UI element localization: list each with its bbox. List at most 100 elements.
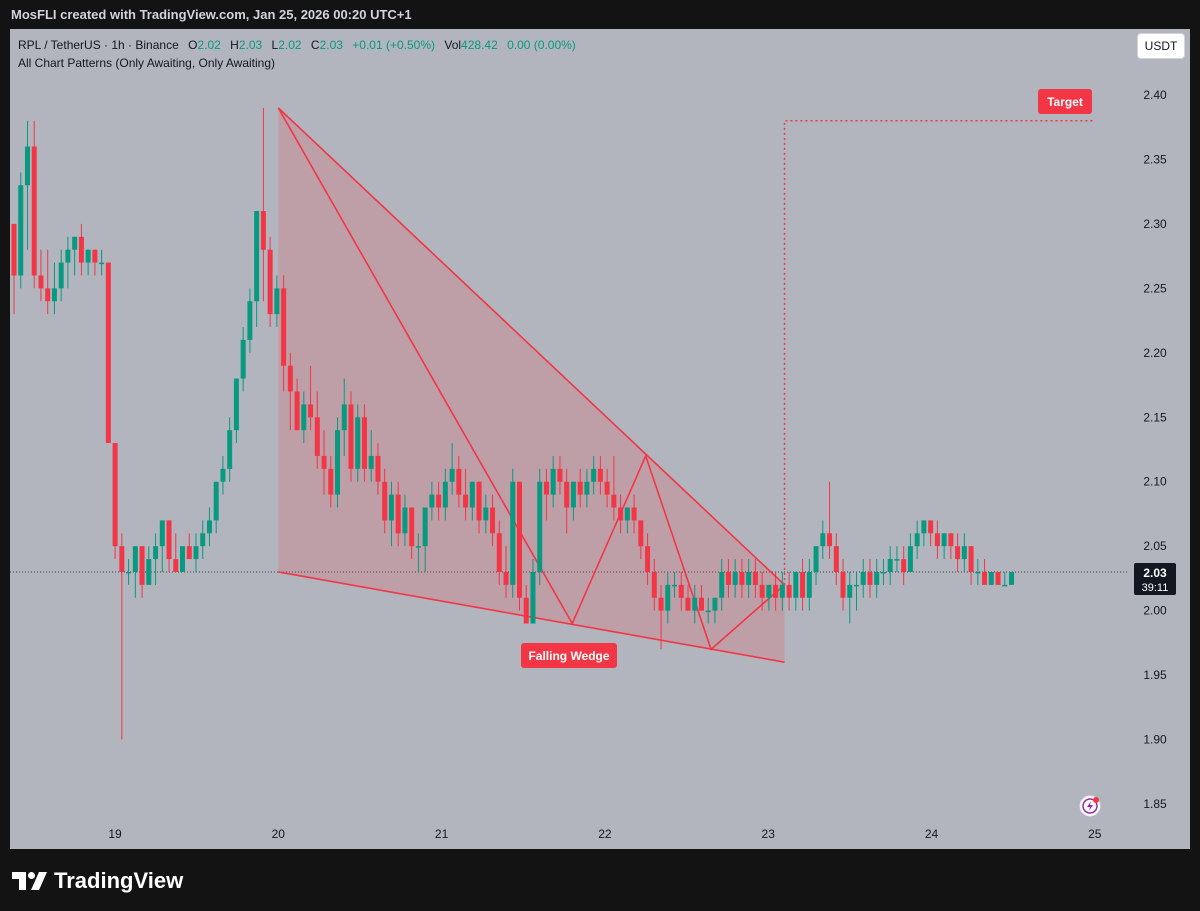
- candle[interactable]: [139, 546, 145, 598]
- candle[interactable]: [355, 404, 361, 482]
- candle[interactable]: [638, 520, 644, 560]
- falling-wedge-label[interactable]: Falling Wedge: [528, 649, 609, 663]
- candle[interactable]: [631, 494, 637, 534]
- candle[interactable]: [564, 468, 570, 534]
- candle[interactable]: [11, 223, 17, 315]
- candle[interactable]: [294, 378, 300, 431]
- candle[interactable]: [24, 120, 30, 250]
- candle[interactable]: [483, 494, 489, 534]
- candle[interactable]: [18, 172, 24, 289]
- candle[interactable]: [395, 481, 401, 547]
- candle[interactable]: [813, 546, 819, 585]
- candle[interactable]: [806, 559, 812, 611]
- candle[interactable]: [328, 455, 334, 508]
- candle[interactable]: [274, 275, 280, 328]
- candle[interactable]: [220, 455, 226, 495]
- candle[interactable]: [301, 391, 307, 444]
- candle[interactable]: [618, 494, 624, 534]
- candle[interactable]: [537, 468, 543, 585]
- candle[interactable]: [914, 520, 920, 560]
- candle[interactable]: [388, 481, 394, 547]
- candle[interactable]: [247, 288, 253, 353]
- candle[interactable]: [335, 417, 341, 508]
- candle[interactable]: [665, 571, 671, 624]
- candle[interactable]: [132, 546, 138, 598]
- candle[interactable]: [543, 468, 549, 521]
- candle[interactable]: [692, 584, 698, 624]
- candle[interactable]: [698, 584, 704, 611]
- candle[interactable]: [517, 481, 522, 611]
- chart-area[interactable]: [10, 29, 1190, 849]
- candle[interactable]: [955, 533, 961, 572]
- candle[interactable]: [766, 584, 772, 611]
- candle[interactable]: [995, 571, 1001, 585]
- candle[interactable]: [51, 262, 57, 315]
- candle[interactable]: [442, 468, 448, 521]
- candle[interactable]: [746, 559, 752, 598]
- candle[interactable]: [348, 391, 354, 482]
- candle[interactable]: [180, 546, 185, 572]
- candle[interactable]: [126, 559, 132, 585]
- candle[interactable]: [847, 571, 853, 624]
- candle[interactable]: [1002, 571, 1008, 587]
- candle[interactable]: [159, 520, 165, 572]
- candle[interactable]: [213, 481, 219, 534]
- candle[interactable]: [530, 559, 536, 624]
- lightning-alert-icon[interactable]: [1079, 795, 1101, 817]
- candle[interactable]: [38, 249, 44, 302]
- candle[interactable]: [880, 559, 886, 585]
- candle[interactable]: [227, 417, 233, 482]
- candle[interactable]: [719, 559, 725, 611]
- candle[interactable]: [281, 275, 287, 392]
- tradingview-logo[interactable]: TradingView: [12, 868, 183, 894]
- candle[interactable]: [732, 559, 738, 598]
- candle[interactable]: [678, 571, 684, 611]
- candle[interactable]: [901, 546, 907, 585]
- candle[interactable]: [260, 107, 266, 302]
- candle[interactable]: [833, 533, 839, 585]
- candle[interactable]: [267, 236, 273, 328]
- candle[interactable]: [597, 455, 603, 495]
- candle[interactable]: [382, 468, 388, 534]
- candle[interactable]: [523, 584, 529, 624]
- candle[interactable]: [510, 468, 516, 598]
- candle[interactable]: [725, 559, 731, 598]
- candle[interactable]: [854, 571, 859, 611]
- candle[interactable]: [961, 533, 967, 572]
- indicator-label[interactable]: All Chart Patterns (Only Awaiting, Only …: [18, 56, 276, 70]
- candle[interactable]: [200, 520, 206, 560]
- candle[interactable]: [368, 430, 374, 482]
- candle[interactable]: [193, 533, 199, 572]
- candle[interactable]: [907, 533, 913, 572]
- candle[interactable]: [557, 455, 563, 495]
- candle[interactable]: [58, 249, 64, 302]
- candle[interactable]: [476, 481, 482, 534]
- candle[interactable]: [759, 571, 765, 611]
- candle[interactable]: [786, 571, 792, 611]
- candle[interactable]: [72, 236, 78, 276]
- candle[interactable]: [988, 571, 994, 585]
- candle[interactable]: [341, 378, 347, 456]
- candle[interactable]: [624, 507, 630, 534]
- candle[interactable]: [577, 468, 583, 508]
- candle[interactable]: [240, 327, 246, 392]
- candle[interactable]: [503, 546, 509, 598]
- candle[interactable]: [415, 533, 421, 572]
- candle[interactable]: [78, 223, 84, 276]
- candle[interactable]: [449, 443, 455, 495]
- candle[interactable]: [651, 559, 657, 611]
- candle[interactable]: [658, 584, 664, 650]
- candle[interactable]: [820, 520, 826, 560]
- candle[interactable]: [173, 533, 179, 572]
- candle[interactable]: [166, 520, 172, 572]
- candle[interactable]: [186, 533, 192, 560]
- candle[interactable]: [1009, 571, 1015, 585]
- candle[interactable]: [604, 468, 610, 508]
- candle[interactable]: [800, 559, 806, 611]
- candle[interactable]: [99, 249, 105, 276]
- candle[interactable]: [321, 430, 327, 495]
- candle[interactable]: [85, 249, 91, 276]
- candle[interactable]: [314, 391, 320, 469]
- candle[interactable]: [308, 365, 314, 431]
